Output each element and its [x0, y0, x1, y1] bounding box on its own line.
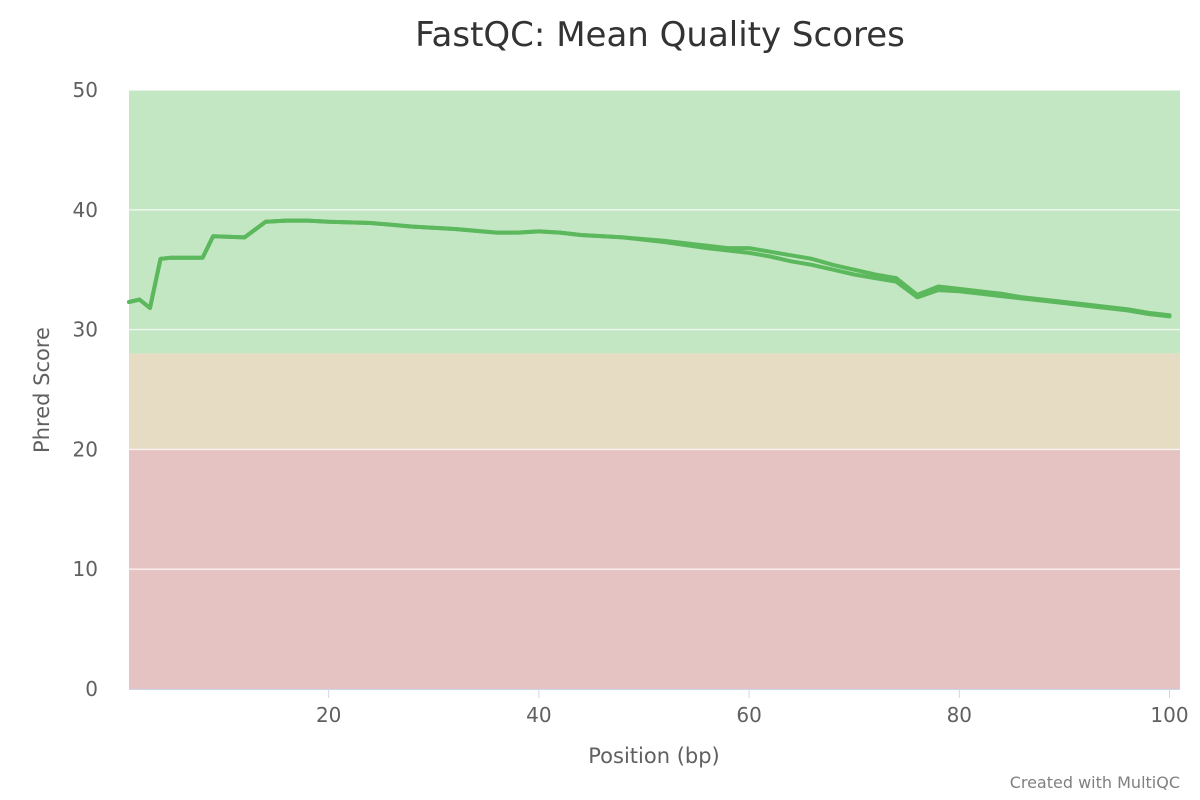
- y-tick-0: 0: [85, 677, 98, 701]
- band-1: [129, 353, 1180, 450]
- y-tick-40: 40: [73, 198, 98, 222]
- y-tick-30: 30: [73, 318, 98, 342]
- grid-lines: [129, 89, 1180, 570]
- series-lines: [127, 218, 1172, 319]
- y-tick-10: 10: [73, 557, 98, 581]
- x-tick-60: 60: [736, 703, 761, 727]
- x-axis-ticks: 20 40 60 80 100: [316, 689, 1189, 727]
- y-axis-label: Phred Score: [30, 327, 54, 453]
- x-axis-label: Position (bp): [588, 744, 720, 768]
- x-tick-80: 80: [947, 703, 972, 727]
- series-line-1[interactable]: [127, 218, 1172, 319]
- x-tick-40: 40: [526, 703, 551, 727]
- y-axis-ticks: 0 10 20 30 40 50: [73, 78, 98, 701]
- quality-bands: [129, 90, 1180, 689]
- chart-title: FastQC: Mean Quality Scores: [415, 15, 905, 55]
- credit-text[interactable]: Created with MultiQC: [1010, 773, 1180, 792]
- x-tick-20: 20: [316, 703, 341, 727]
- y-tick-20: 20: [73, 437, 98, 461]
- y-tick-50: 50: [73, 78, 98, 102]
- x-tick-100: 100: [1150, 703, 1188, 727]
